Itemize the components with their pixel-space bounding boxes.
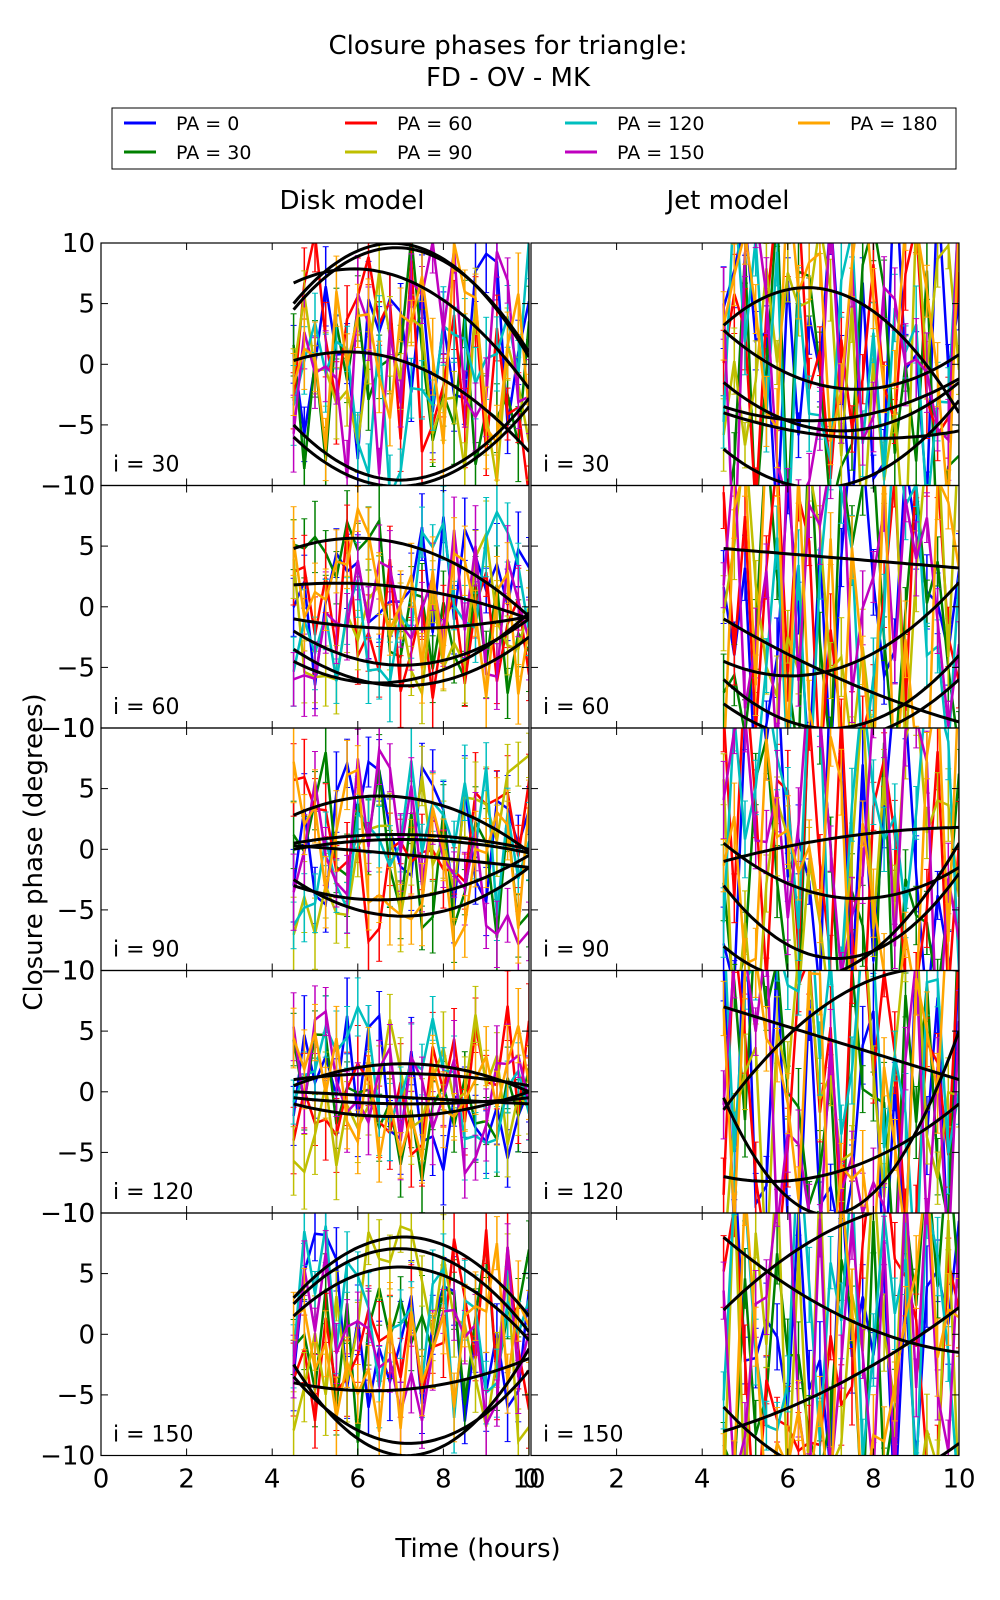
model-curve: [722, 654, 959, 728]
panels: [100, 242, 960, 1457]
panel-disk-1: [290, 243, 529, 486]
legend-box: [111, 107, 957, 170]
model-curve: [293, 854, 529, 902]
column-title-jet: Jet model: [664, 186, 789, 216]
model-curve: [292, 1247, 529, 1333]
model-curve: [292, 405, 529, 486]
model-curve: [722, 399, 959, 486]
model-curve: [723, 547, 959, 570]
data-series-pa-150: [722, 485, 959, 728]
data-series-pa-120: [722, 728, 959, 971]
model-curve: [722, 970, 959, 1111]
model-curve: [293, 1071, 529, 1088]
model-curve: [293, 536, 529, 618]
model-curve: [293, 581, 529, 621]
model-curve: [292, 866, 529, 918]
model-curve: [293, 833, 529, 851]
model-curve: [722, 678, 959, 728]
model-curve: [722, 842, 959, 901]
model-curve: [292, 611, 529, 685]
model-curve: [722, 381, 959, 433]
model-curve: [293, 1090, 529, 1118]
model-curve: [292, 1348, 529, 1456]
panel-jet-2: [720, 485, 959, 728]
legend: PA = 0 PA = 30 PA = 60 PA = 90 PA = 120 PA = …: [111, 107, 957, 170]
panel-jet-1: [720, 243, 959, 486]
legend-label: PA = 180: [850, 113, 938, 135]
figure-title-line1: Closure phases for triangle:: [329, 31, 688, 61]
legend-label: PA = 0: [176, 113, 239, 135]
data-series-pa-180: [723, 485, 959, 728]
model-curve: [293, 794, 529, 853]
panel-disk-3: [290, 728, 529, 971]
model-curve: [723, 377, 959, 423]
figure-title-line2: FD - OV - MK: [426, 63, 591, 93]
model-curve: [723, 1102, 959, 1184]
panel-disk-2: [290, 485, 529, 728]
model-curve: [723, 411, 959, 440]
panel-disk-5: [290, 1213, 529, 1456]
legend-label: PA = 120: [617, 113, 705, 135]
model-curve: [293, 844, 529, 869]
model-curve: [722, 329, 959, 391]
model-curve: [293, 1357, 529, 1393]
data-series-pa-150: [722, 728, 959, 971]
panel-jet-5: [720, 1213, 959, 1456]
model-curve: [292, 397, 529, 482]
model-curve: [723, 1005, 959, 1082]
model-curve: [293, 1062, 529, 1094]
model-curve: [723, 825, 959, 863]
model-curve: [292, 1235, 529, 1318]
model-curve: [722, 1030, 959, 1213]
panel-jet-3: [720, 728, 959, 971]
model-curve: [722, 872, 959, 961]
model-curve: [723, 581, 959, 678]
model-curve: [293, 1090, 529, 1106]
legend-label: PA = 60: [397, 113, 472, 135]
model-curve: [292, 1369, 529, 1445]
model-curve: [292, 635, 529, 688]
data-series-pa-90: [722, 728, 959, 971]
model-curve: [722, 286, 959, 414]
model-curve: [293, 838, 529, 855]
column-title-disk: Disk model: [279, 186, 424, 216]
model-curve: [293, 350, 529, 453]
model-curve: [292, 1265, 529, 1342]
model-curve: [292, 246, 529, 353]
legend-label: PA = 90: [397, 142, 472, 164]
legend-label: PA = 150: [617, 142, 705, 164]
model-curve: [293, 615, 529, 631]
legend-label: PA = 30: [176, 142, 251, 164]
model-curve: [722, 842, 959, 971]
panel-disk-4: [290, 970, 529, 1213]
panel-jet-4: [720, 970, 959, 1213]
